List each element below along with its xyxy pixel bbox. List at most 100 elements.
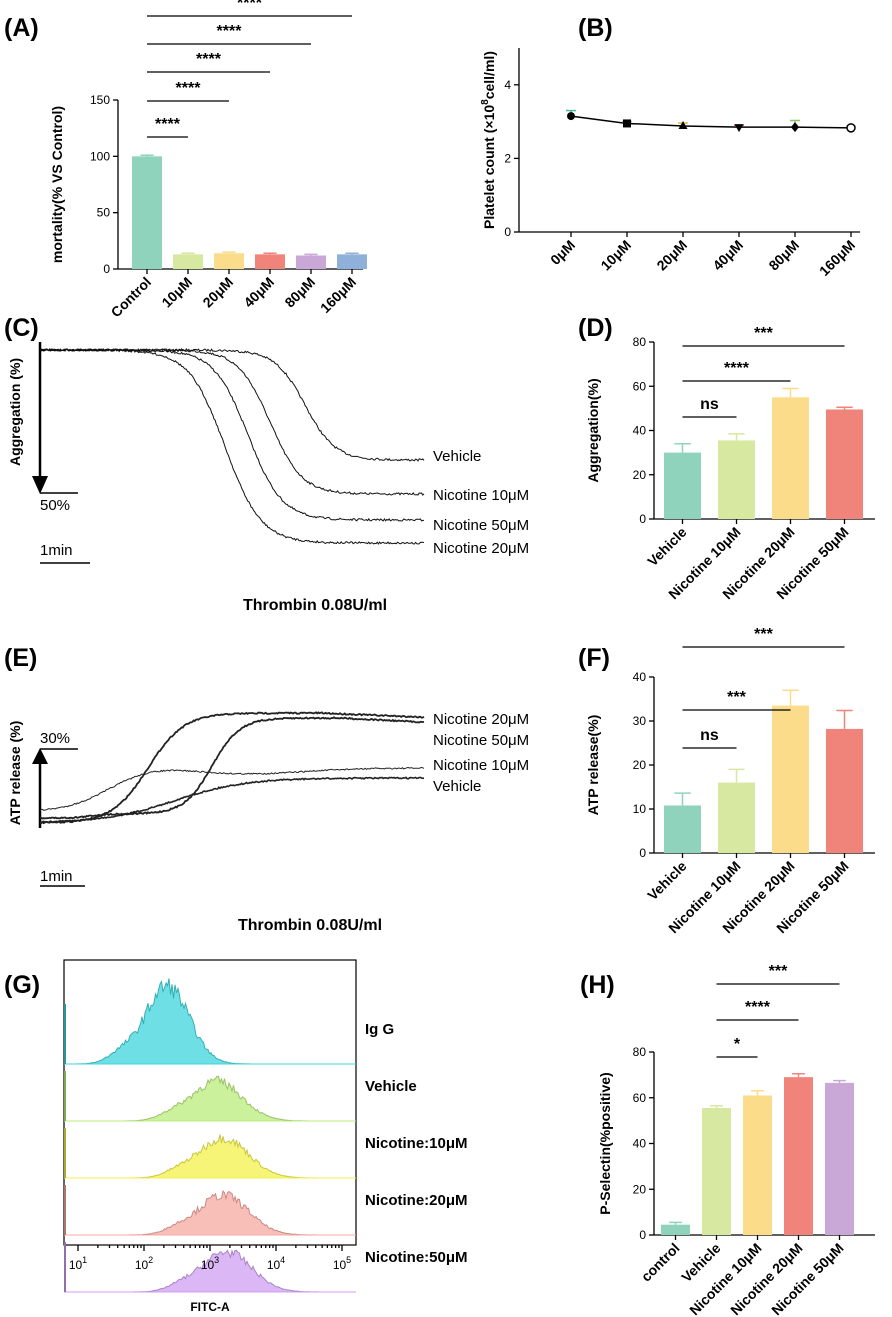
panel-b-y-tick-label: 0 [504,225,511,239]
panel-a-x-tick-label: Control [108,274,155,321]
panel-g-histogram [64,1189,356,1236]
panel-b-marker [623,119,631,128]
panel-c-caption: Thrombin 0.08U/ml [243,597,387,614]
panel-a-y-tick-label: 150 [90,93,110,107]
panel-e-y-axis-label: ATP release (%) [7,721,23,826]
panel-label-c: (C) [4,314,39,342]
panel-a-bar [214,253,244,269]
panel-d-y-axis-label: Aggregation(%) [585,378,601,482]
panel-c-y-axis-label: Aggregation (%) [7,358,23,466]
panel-b-marker [846,123,856,133]
panel-g-histogram [64,1134,356,1179]
panel-f-y-tick-label: 20 [633,758,647,772]
panel-c-trace-label-nic50: Nicotine 50μM [433,517,529,534]
panel-b-marker [567,112,575,121]
panel-label-a: (A) [4,14,39,42]
panel-b-marker [791,122,799,133]
panel-a-significance-label: **** [176,80,202,97]
panel-h-x-tick-label: Nicotine 10μM [686,1240,764,1317]
panel-g-x-tick-label: 105 [333,1255,351,1272]
panel-c-trace-vehicle [39,348,425,462]
panel-f-y-tick-label: 0 [639,846,646,860]
panel-h-x-tick-label: Nicotine 20μM [727,1240,805,1317]
panel-f-bar [664,805,701,853]
panel-a-significance-label: **** [237,0,263,12]
panel-h-y-tick-label: 80 [633,1045,647,1059]
panel-f-x-tick-label: Vehicle [644,858,690,904]
panel-h-bar [743,1095,772,1235]
panel-f-significance-label: *** [754,626,773,643]
panel-c-trace-nic50 [39,348,425,522]
panel-g-x-tick-label: 104 [267,1255,285,1272]
panel-e-trace-nic10 [39,766,425,811]
panel-h-p-selectin-bar-chart: 020406080P-Selectin(%positive)controlVeh… [597,963,875,1317]
panel-label-g: (G) [4,971,40,999]
panel-a-y-tick-label: 50 [97,206,111,220]
panel-h-y-axis-label: P-Selectin(%positive) [597,1072,613,1214]
panel-f-significance-label: ns [700,727,719,744]
panel-a-y-tick-label: 0 [103,262,110,276]
panel-b-x-tick-label: 160μM [816,237,858,279]
panel-e-trace-vehicle [39,776,425,824]
panel-h-bar [661,1224,690,1235]
panel-c-trace-nic10 [39,348,425,496]
panel-c-y-scale-arrowhead [32,476,48,494]
panel-g-legend-label: Nicotine:50μM [365,1249,468,1266]
panel-d-significance-label: *** [754,325,773,342]
panel-d-bar [718,440,755,519]
panel-g-histogram [64,1075,356,1122]
panel-a-bar [337,254,367,269]
panel-g-flow-histograms: FITC-A Ig G Vehicle Nicotine:10μM Nicotine:… [63,959,468,1314]
panel-e-trace-label-nic20: Nicotine 20μM [433,711,529,728]
panel-a-x-tick-label: 80μM [281,274,318,311]
panel-h-bar [825,1082,854,1235]
panel-h-bar [702,1108,731,1235]
panel-c-trace-label-nic10: Nicotine 10μM [433,487,529,504]
panel-g-legend-label: Ig G [365,1021,394,1038]
panel-e-trace-label-vehicle: Vehicle [433,778,481,795]
panel-e-caption: Thrombin 0.08U/ml [238,917,382,934]
panel-d-y-tick-label: 20 [633,468,647,482]
panel-d-y-tick-label: 40 [633,424,647,438]
panel-b-y-axis-label: Platelet count (×108cell/ml) [480,51,497,229]
panel-c-trace-label-nic20: Nicotine 20μM [433,540,529,557]
panel-c-trace-nic20 [39,348,425,545]
panel-b-x-tick-label: 10μM [597,237,634,274]
panel-b-y-tick-label: 2 [504,151,511,165]
panel-a-bar [296,255,326,269]
panel-a-bar [173,254,203,269]
panel-g-legend-label: Nicotine:20μM [365,1192,468,1209]
panel-h-y-tick-label: 60 [633,1091,647,1105]
panel-h-y-tick-label: 0 [639,1228,646,1242]
panel-a-y-axis-label: mortality(% VS Control) [49,106,65,263]
panel-a-y-tick-label: 100 [90,149,110,163]
panel-b-series-line [570,115,852,129]
panel-f-y-tick-label: 40 [633,670,647,684]
panel-e-trace-nic50 [39,716,425,820]
panel-d-bar [772,397,809,519]
panel-c-trace-label-vehicle: Vehicle [433,448,481,465]
panel-f-bar [772,705,809,853]
panel-d-bar [826,409,863,519]
panel-label-f: (F) [578,644,610,672]
panel-f-significance-label: *** [727,689,746,706]
panel-h-significance-label: *** [769,963,788,980]
panel-g-histogram [64,978,356,1065]
panel-a-bar [132,156,162,269]
panel-a-x-tick-label: 20μM [199,274,236,311]
panel-h-significance-label: **** [745,999,771,1016]
panel-g-x-tick-label: 102 [135,1255,153,1272]
panel-f-bar [718,782,755,853]
panel-h-significance-label: * [734,1036,741,1053]
panel-g-x-tick-label: 103 [201,1255,219,1272]
panel-b-marker [678,121,688,130]
panel-h-y-tick-label: 40 [633,1137,647,1151]
panel-d-bar [664,452,701,519]
panel-g-x-axis-label: FITC-A [190,1300,230,1314]
panel-g-legend-label: Vehicle [365,1078,417,1095]
panel-a-x-tick-label: 40μM [240,274,277,311]
